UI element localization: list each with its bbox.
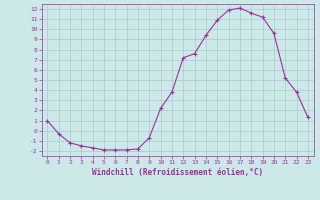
X-axis label: Windchill (Refroidissement éolien,°C): Windchill (Refroidissement éolien,°C) xyxy=(92,168,263,177)
